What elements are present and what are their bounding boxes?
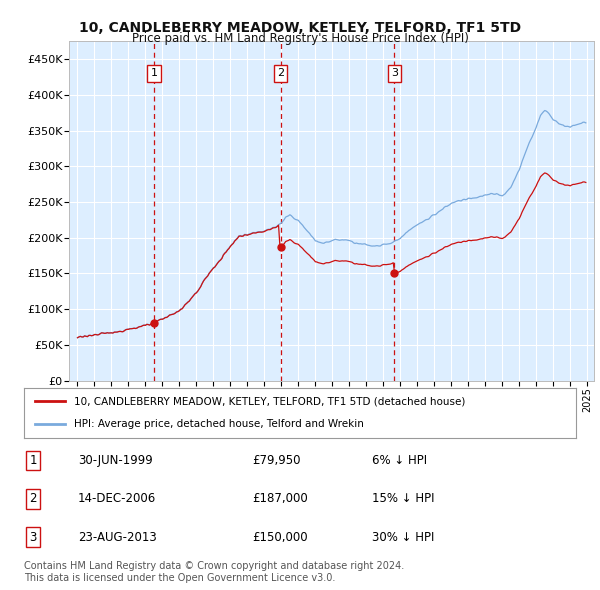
- Text: 10, CANDLEBERRY MEADOW, KETLEY, TELFORD, TF1 5TD (detached house): 10, CANDLEBERRY MEADOW, KETLEY, TELFORD,…: [74, 396, 465, 406]
- Text: HPI: Average price, detached house, Telford and Wrekin: HPI: Average price, detached house, Telf…: [74, 419, 364, 430]
- Text: 30-JUN-1999: 30-JUN-1999: [78, 454, 153, 467]
- Text: 30% ↓ HPI: 30% ↓ HPI: [372, 530, 434, 544]
- Text: 3: 3: [29, 530, 37, 544]
- Text: 14-DEC-2006: 14-DEC-2006: [78, 492, 156, 506]
- Text: Price paid vs. HM Land Registry's House Price Index (HPI): Price paid vs. HM Land Registry's House …: [131, 32, 469, 45]
- Text: £150,000: £150,000: [252, 530, 308, 544]
- Text: 3: 3: [391, 68, 398, 78]
- Text: £187,000: £187,000: [252, 492, 308, 506]
- Text: 2: 2: [29, 492, 37, 506]
- Text: 15% ↓ HPI: 15% ↓ HPI: [372, 492, 434, 506]
- Text: 6% ↓ HPI: 6% ↓ HPI: [372, 454, 427, 467]
- Text: 2: 2: [277, 68, 284, 78]
- Text: 1: 1: [29, 454, 37, 467]
- Text: £79,950: £79,950: [252, 454, 301, 467]
- Text: Contains HM Land Registry data © Crown copyright and database right 2024.
This d: Contains HM Land Registry data © Crown c…: [24, 561, 404, 583]
- Text: 1: 1: [151, 68, 157, 78]
- Text: 23-AUG-2013: 23-AUG-2013: [78, 530, 157, 544]
- Text: 10, CANDLEBERRY MEADOW, KETLEY, TELFORD, TF1 5TD: 10, CANDLEBERRY MEADOW, KETLEY, TELFORD,…: [79, 21, 521, 35]
